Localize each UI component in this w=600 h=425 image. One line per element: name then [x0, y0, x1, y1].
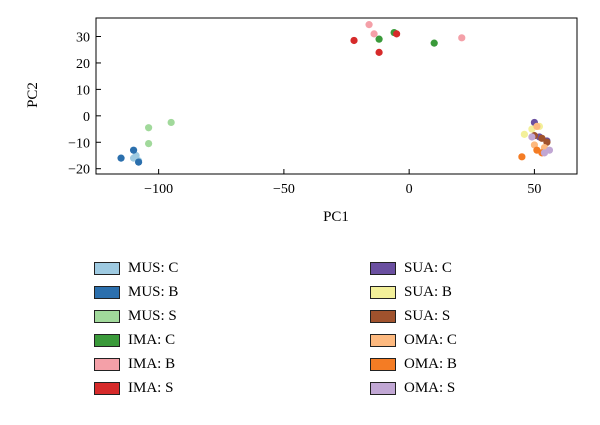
- y-tick-label: 30: [76, 31, 90, 46]
- data-point: [167, 118, 175, 127]
- x-tick-label: 50: [527, 182, 541, 197]
- y-tick-label: 20: [76, 57, 90, 72]
- data-point: [528, 133, 536, 141]
- data-point: [520, 130, 528, 138]
- data-point: [145, 139, 153, 148]
- data-point: [545, 146, 554, 154]
- x-axis-label: PC1: [323, 209, 349, 225]
- data-point: [350, 36, 358, 45]
- x-tick-label: −50: [273, 182, 295, 197]
- plot-frame: [95, 17, 578, 175]
- x-tick-label: 0: [406, 182, 413, 197]
- y-tick-label: 0: [83, 110, 90, 125]
- data-point: [134, 158, 143, 166]
- data-point: [129, 146, 138, 154]
- data-point: [518, 153, 526, 161]
- data-point: [117, 154, 125, 162]
- data-point: [375, 48, 383, 56]
- data-point: [393, 30, 401, 38]
- data-point: [375, 35, 383, 43]
- data-point: [365, 21, 373, 29]
- x-tick-label: −100: [144, 182, 173, 197]
- y-tick-label: −20: [68, 163, 90, 178]
- data-point: [538, 134, 546, 142]
- data-point: [533, 122, 541, 131]
- y-axis-label: PC2: [25, 82, 41, 108]
- data-point: [370, 30, 378, 38]
- data-point: [458, 34, 466, 42]
- y-tick-label: −10: [68, 136, 90, 151]
- data-point: [430, 39, 438, 47]
- data-point: [145, 124, 153, 132]
- y-tick-label: 10: [76, 83, 90, 98]
